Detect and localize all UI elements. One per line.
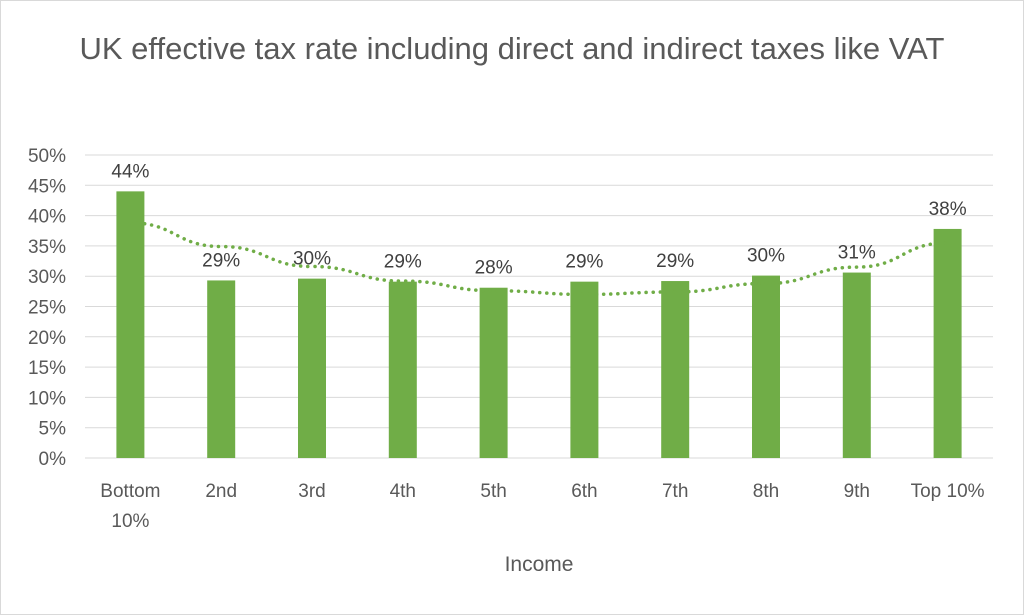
x-tick-label: 5th: [480, 481, 506, 502]
data-label: 29%: [656, 251, 694, 272]
bars: [116, 191, 962, 459]
x-tick-label: 9th: [844, 481, 870, 502]
chart-title: UK effective tax rate including direct a…: [79, 31, 945, 66]
bar: [752, 275, 780, 458]
x-tick-label: 4th: [390, 481, 416, 502]
y-tick-label: 50%: [28, 146, 66, 167]
bar: [933, 228, 962, 458]
data-label: 30%: [747, 246, 785, 267]
bar: [842, 272, 871, 458]
y-tick-label: 20%: [28, 328, 66, 349]
x-tick-label: 8th: [753, 481, 779, 502]
data-label: 30%: [293, 249, 331, 270]
y-tick-label: 5%: [39, 419, 67, 440]
y-tick-label: 0%: [39, 449, 67, 470]
trendline: [128, 221, 950, 297]
y-tick-label: 40%: [28, 207, 66, 228]
y-axis-ticks: 0% 5% 10% 15% 20% 25% 30% 35% 40% 45% 50%: [28, 146, 66, 470]
y-tick-label: 25%: [28, 298, 66, 319]
data-label: 29%: [384, 252, 422, 273]
y-tick-label: 30%: [28, 267, 66, 288]
data-label: 31%: [838, 243, 876, 264]
data-label: 38%: [929, 199, 967, 220]
bar: [116, 191, 145, 459]
x-tick-label: 2nd: [205, 481, 237, 502]
data-label: 44%: [111, 161, 149, 182]
x-axis-label: Income: [505, 553, 574, 576]
data-label: 29%: [202, 250, 240, 271]
bar: [207, 280, 236, 458]
bar: [479, 287, 508, 458]
data-labels: 44% 29% 30% 29% 28% 29% 29% 30% 31% 38%: [111, 161, 966, 278]
bar: [570, 281, 599, 458]
data-label: 29%: [565, 252, 603, 273]
y-tick-label: 10%: [28, 388, 66, 409]
data-label: 28%: [475, 258, 513, 279]
y-tick-label: 15%: [28, 358, 66, 379]
x-tick-label: 7th: [662, 481, 688, 502]
bar: [661, 281, 690, 458]
bar: [388, 281, 417, 458]
trendline-path: [128, 221, 950, 297]
x-tick-label: 3rd: [298, 481, 325, 502]
y-tick-label: 45%: [28, 176, 66, 197]
x-tick-label: 6th: [571, 481, 597, 502]
x-axis-ticks: Bottom 10% 2nd 3rd 4th 5th 6th 7th 8th 9th Top 10%: [100, 481, 984, 532]
x-tick-label: Bottom 10%: [100, 481, 160, 532]
y-tick-label: 35%: [28, 237, 66, 258]
gridlines: [85, 154, 993, 459]
x-tick-label: Top 10%: [911, 481, 985, 502]
bar: [298, 278, 326, 458]
